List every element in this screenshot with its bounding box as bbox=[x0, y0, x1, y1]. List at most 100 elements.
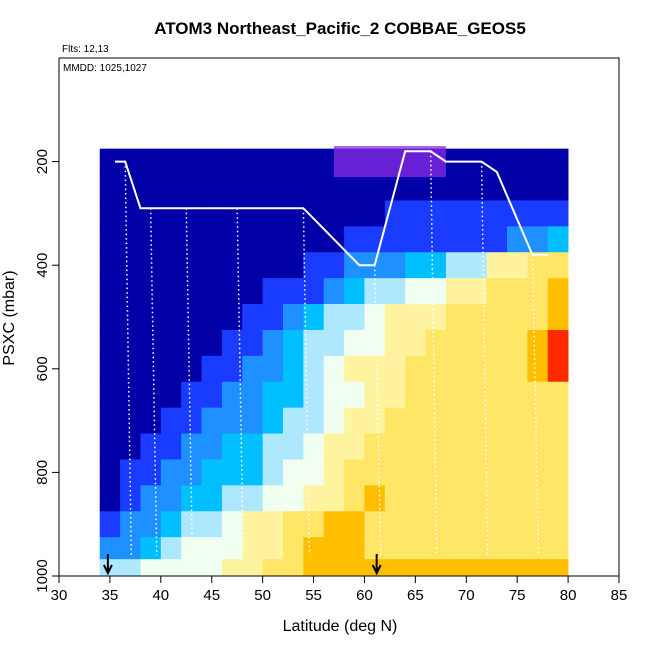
heatmap-cell bbox=[303, 355, 325, 383]
heatmap-cell bbox=[262, 537, 284, 560]
heatmap-cell bbox=[527, 459, 549, 486]
heatmap-cell bbox=[262, 381, 284, 409]
heatmap-cell bbox=[547, 278, 569, 305]
heatmap-cell bbox=[425, 174, 447, 201]
heatmap-cell bbox=[507, 174, 528, 201]
heatmap-cell bbox=[445, 559, 467, 577]
heatmap-cell bbox=[140, 174, 162, 201]
overlay-layer bbox=[102, 146, 548, 576]
heatmap-cell bbox=[344, 278, 365, 305]
heatmap-cell bbox=[140, 355, 162, 383]
heatmap-cell bbox=[323, 459, 345, 486]
heatmap-cell bbox=[344, 200, 365, 227]
heatmap-cell bbox=[201, 226, 223, 253]
heatmap-cell bbox=[344, 459, 365, 486]
heatmap-cell bbox=[242, 511, 264, 538]
heatmap-cell bbox=[323, 200, 345, 227]
heatmap-cell bbox=[160, 459, 182, 486]
heatmap-cell bbox=[221, 226, 243, 253]
heatmap-cell bbox=[507, 226, 528, 253]
heatmap-cell bbox=[344, 226, 365, 253]
heatmap-cell bbox=[140, 381, 162, 409]
heatmap-cell bbox=[221, 381, 243, 409]
heatmap-cell bbox=[283, 252, 304, 279]
x-tick-label: 30 bbox=[51, 587, 68, 604]
heatmap-cell bbox=[283, 433, 304, 460]
heatmap-cell bbox=[405, 433, 426, 460]
heatmap-cell bbox=[221, 329, 243, 357]
heatmap-cell bbox=[262, 559, 284, 577]
heatmap-cell bbox=[486, 433, 508, 460]
heatmap-cell bbox=[283, 304, 304, 331]
heatmap-cell bbox=[283, 355, 304, 383]
heatmap-cell bbox=[181, 226, 202, 253]
heatmap-cell bbox=[303, 407, 325, 434]
heatmap-cell bbox=[181, 200, 202, 227]
heatmap-cell bbox=[323, 485, 345, 512]
heatmap-cell bbox=[140, 226, 162, 253]
heatmap-cell bbox=[242, 329, 264, 357]
heatmap-cell bbox=[201, 148, 223, 175]
heatmap-cell bbox=[466, 559, 488, 577]
heatmap-cell bbox=[344, 252, 365, 279]
heatmap-cell bbox=[486, 329, 508, 357]
heatmap-cell bbox=[303, 459, 325, 486]
x-axis-label: Latitude (deg N) bbox=[283, 618, 398, 635]
heatmap-cell bbox=[344, 485, 365, 512]
heatmap-cell bbox=[445, 278, 467, 305]
heatmap-cell bbox=[283, 485, 304, 512]
heatmap-cell bbox=[445, 329, 467, 357]
x-tick-label: 40 bbox=[152, 587, 169, 604]
heatmap-cell bbox=[99, 278, 121, 305]
heatmap-cell bbox=[527, 148, 549, 175]
heatmap-cell bbox=[221, 304, 243, 331]
heatmap-cell bbox=[507, 459, 528, 486]
flight-profile-trace bbox=[531, 254, 540, 556]
heatmap-cell bbox=[120, 304, 141, 331]
heatmap-cell bbox=[140, 537, 162, 560]
heatmap-cell bbox=[547, 174, 569, 201]
heatmap-cell bbox=[201, 200, 223, 227]
heatmap-cell bbox=[405, 355, 426, 383]
heatmap-cell bbox=[99, 459, 121, 486]
chart-title: ATOM3 Northeast_Pacific_2 COBBAE_GEOS5 bbox=[154, 19, 526, 38]
heatmap-cell bbox=[344, 407, 365, 434]
flight-profile-trace bbox=[302, 208, 311, 556]
heatmap-cell bbox=[140, 329, 162, 357]
heatmap-cell bbox=[507, 559, 528, 577]
heatmap-cell bbox=[242, 200, 264, 227]
heatmap-cell bbox=[242, 407, 264, 434]
heatmap-cell bbox=[181, 252, 202, 279]
heatmap-cell bbox=[99, 355, 121, 383]
flight-profile-trace bbox=[373, 265, 382, 556]
heatmap-cell bbox=[547, 407, 569, 434]
heatmap-cell bbox=[425, 329, 447, 357]
y-tick-label: 400 bbox=[34, 253, 51, 278]
heatmap-cell bbox=[221, 148, 243, 175]
heatmap-cell bbox=[547, 329, 569, 357]
heatmap-cell bbox=[486, 407, 508, 434]
heatmap-cell bbox=[547, 459, 569, 486]
heatmap-cell bbox=[181, 537, 202, 560]
heatmap-cell bbox=[99, 200, 121, 227]
heatmap-cell bbox=[344, 381, 365, 409]
heatmap-cell bbox=[486, 252, 508, 279]
heatmap-cell bbox=[466, 459, 488, 486]
heatmap-cell bbox=[527, 329, 549, 357]
heatmap-cell bbox=[344, 355, 365, 383]
heatmap-cell bbox=[384, 433, 406, 460]
heatmap-cell bbox=[405, 559, 426, 577]
heatmap-cell bbox=[445, 355, 467, 383]
heatmap-cell bbox=[120, 200, 141, 227]
heatmap-cell bbox=[99, 511, 121, 538]
heatmap-cell bbox=[344, 329, 365, 357]
heatmap-cell bbox=[160, 381, 182, 409]
flight-profile-trace bbox=[236, 208, 245, 556]
heatmap-cell bbox=[242, 252, 264, 279]
heatmap-cell bbox=[181, 559, 202, 577]
heatmap-cell bbox=[547, 433, 569, 460]
heatmap-cell bbox=[283, 174, 304, 201]
heatmap-cell bbox=[466, 200, 488, 227]
heatmap-cell bbox=[445, 304, 467, 331]
heatmap-cell bbox=[160, 252, 182, 279]
